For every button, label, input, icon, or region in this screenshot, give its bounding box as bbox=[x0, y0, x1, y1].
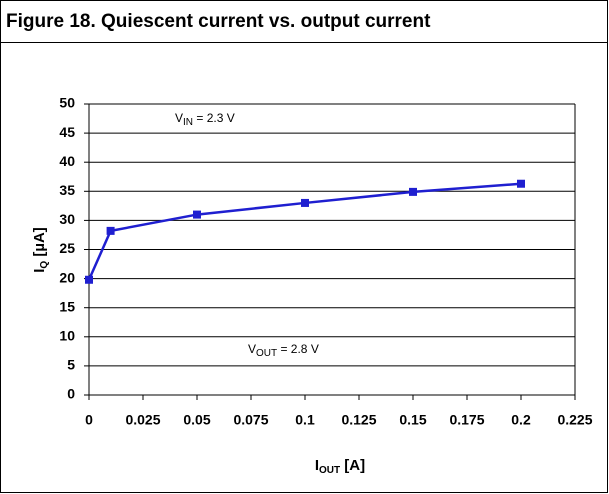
y-tick-label: 45 bbox=[59, 124, 75, 140]
y-tick-label: 20 bbox=[59, 269, 75, 285]
ann-sub: IN bbox=[183, 117, 193, 128]
ann-part: = 2.8 V bbox=[277, 342, 319, 356]
ann-sub: OUT bbox=[256, 348, 277, 359]
chart-title: Figure 18. Quiescent current vs. output … bbox=[6, 11, 431, 32]
label-sub: OUT bbox=[319, 465, 340, 476]
x-axis-label: IOUT [A] bbox=[315, 457, 365, 476]
y-tick-label: 5 bbox=[67, 357, 75, 373]
label-part: [A] bbox=[340, 457, 365, 474]
ann-part: = 2.3 V bbox=[193, 111, 235, 125]
point bbox=[301, 198, 309, 207]
y-tick-label: 0 bbox=[67, 386, 75, 402]
x-tick-label: 0.05 bbox=[183, 412, 210, 428]
x-tick-label: 0.025 bbox=[125, 412, 160, 428]
point bbox=[409, 187, 417, 196]
y-tick-label: 35 bbox=[59, 182, 75, 198]
point bbox=[85, 275, 93, 284]
point bbox=[193, 210, 201, 219]
x-tick-label: 0 bbox=[85, 412, 93, 428]
y-tick-label: 30 bbox=[59, 211, 75, 227]
label-part: [µA] bbox=[31, 227, 48, 261]
x-tick-label: 0.225 bbox=[557, 412, 592, 428]
label-part: I bbox=[315, 457, 319, 474]
point bbox=[106, 226, 115, 235]
x-tick-label: 0.15 bbox=[399, 412, 426, 428]
ann-part: V bbox=[248, 342, 256, 356]
y-tick-label: 40 bbox=[59, 153, 75, 169]
x-tick-label: 0.1 bbox=[295, 412, 315, 428]
x-tick-label: 0.175 bbox=[449, 412, 484, 428]
point bbox=[517, 179, 525, 188]
annotation: VOUT = 2.8 V bbox=[248, 342, 319, 358]
x-tick-label: 0.2 bbox=[511, 412, 531, 428]
series-line bbox=[87, 182, 522, 281]
y-tick-label: 25 bbox=[59, 240, 75, 256]
y-axis-label: IQ [µA] bbox=[31, 227, 50, 273]
ann-part: V bbox=[175, 111, 183, 125]
annotation: VIN = 2.3 V bbox=[175, 111, 235, 127]
y-tick-label: 50 bbox=[59, 95, 75, 111]
x-tick-label: 0.125 bbox=[341, 412, 376, 428]
y-tick-label: 15 bbox=[59, 298, 75, 314]
label-sub: Q bbox=[39, 261, 50, 269]
x-tick-label: 0.075 bbox=[233, 412, 268, 428]
label-part: I bbox=[31, 269, 48, 273]
y-tick-label: 10 bbox=[59, 328, 75, 344]
